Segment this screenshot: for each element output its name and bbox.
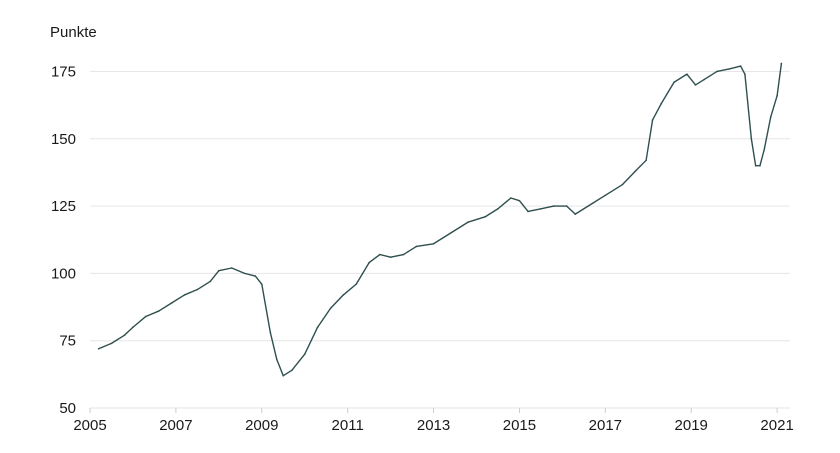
data-point — [254, 275, 257, 277]
data-point — [703, 78, 705, 81]
data-point — [497, 207, 499, 210]
x-axis-ticks: 2005 2007 2009 2011 2013 2015 2017 2019 2021 — [73, 408, 794, 434]
data-point — [183, 294, 186, 296]
data-point — [209, 280, 212, 283]
data-point — [651, 119, 654, 121]
data-point — [291, 369, 293, 372]
series-group — [97, 62, 783, 377]
data-point — [510, 197, 512, 199]
data-point — [316, 326, 319, 329]
data-point — [145, 315, 147, 318]
x-tick-label: 2007 — [159, 417, 192, 434]
data-point — [759, 164, 761, 167]
data-point — [694, 84, 697, 86]
data-point — [276, 358, 278, 361]
data-point — [97, 347, 100, 350]
y-tick-label: 100 — [51, 265, 76, 282]
data-point — [527, 210, 529, 213]
data-point — [342, 294, 345, 296]
data-point — [218, 269, 220, 272]
data-point — [604, 194, 607, 197]
data-point — [739, 65, 742, 67]
data-point — [673, 81, 675, 84]
data-point — [484, 216, 486, 218]
data-point — [449, 232, 452, 234]
data-point — [389, 256, 392, 259]
data-point — [132, 326, 134, 329]
data-point — [282, 374, 285, 377]
data-point — [157, 310, 160, 312]
data-point — [196, 288, 199, 291]
data-point — [329, 307, 332, 310]
data-point — [230, 267, 233, 269]
x-tick-label: 2011 — [332, 417, 364, 434]
data-point — [518, 199, 521, 202]
data-point — [744, 73, 746, 75]
data-point — [645, 159, 647, 162]
data-point — [763, 148, 766, 151]
data-point — [574, 213, 577, 215]
x-tick-label: 2021 — [760, 417, 793, 434]
x-tick-label: 2015 — [503, 417, 536, 434]
data-point — [123, 334, 126, 337]
data-point — [634, 170, 637, 172]
x-tick-label: 2017 — [589, 417, 622, 434]
x-tick-label: 2019 — [675, 417, 708, 434]
data-point — [750, 137, 753, 140]
y-tick-label: 50 — [59, 400, 76, 417]
data-point — [540, 207, 542, 210]
data-point — [769, 116, 772, 119]
grid-lines — [90, 70, 790, 409]
data-point — [621, 183, 624, 186]
y-tick-label: 175 — [51, 63, 76, 80]
data-point — [432, 242, 435, 245]
data-point — [355, 283, 358, 285]
y-tick-label: 125 — [51, 198, 76, 215]
y-axis-unit-label: Punkte — [50, 24, 97, 41]
x-tick-label: 2009 — [245, 417, 278, 434]
data-point — [303, 353, 306, 355]
data-point — [368, 261, 370, 264]
data-point — [553, 205, 555, 207]
data-point — [110, 342, 113, 345]
data-point — [260, 283, 263, 285]
data-point — [402, 253, 405, 256]
data-point — [269, 331, 272, 334]
y-axis-ticks: 50 75 100 125 150 175 — [51, 63, 76, 417]
data-point — [170, 302, 173, 304]
data-point — [379, 253, 381, 256]
data-point — [660, 102, 662, 105]
y-tick-label: 75 — [59, 333, 76, 350]
data-point — [243, 272, 246, 275]
data-point — [686, 73, 688, 75]
data-point — [729, 67, 731, 70]
data-point — [591, 202, 594, 205]
x-tick-label: 2013 — [417, 417, 450, 434]
series-line — [98, 63, 783, 377]
data-point — [467, 221, 469, 224]
data-point — [776, 94, 778, 97]
data-point — [415, 245, 418, 248]
y-tick-label: 150 — [51, 131, 76, 148]
x-tick-label: 2005 — [73, 417, 106, 434]
data-point — [754, 164, 757, 167]
data-point — [716, 70, 718, 73]
data-point — [780, 62, 783, 65]
data-point — [565, 205, 568, 207]
